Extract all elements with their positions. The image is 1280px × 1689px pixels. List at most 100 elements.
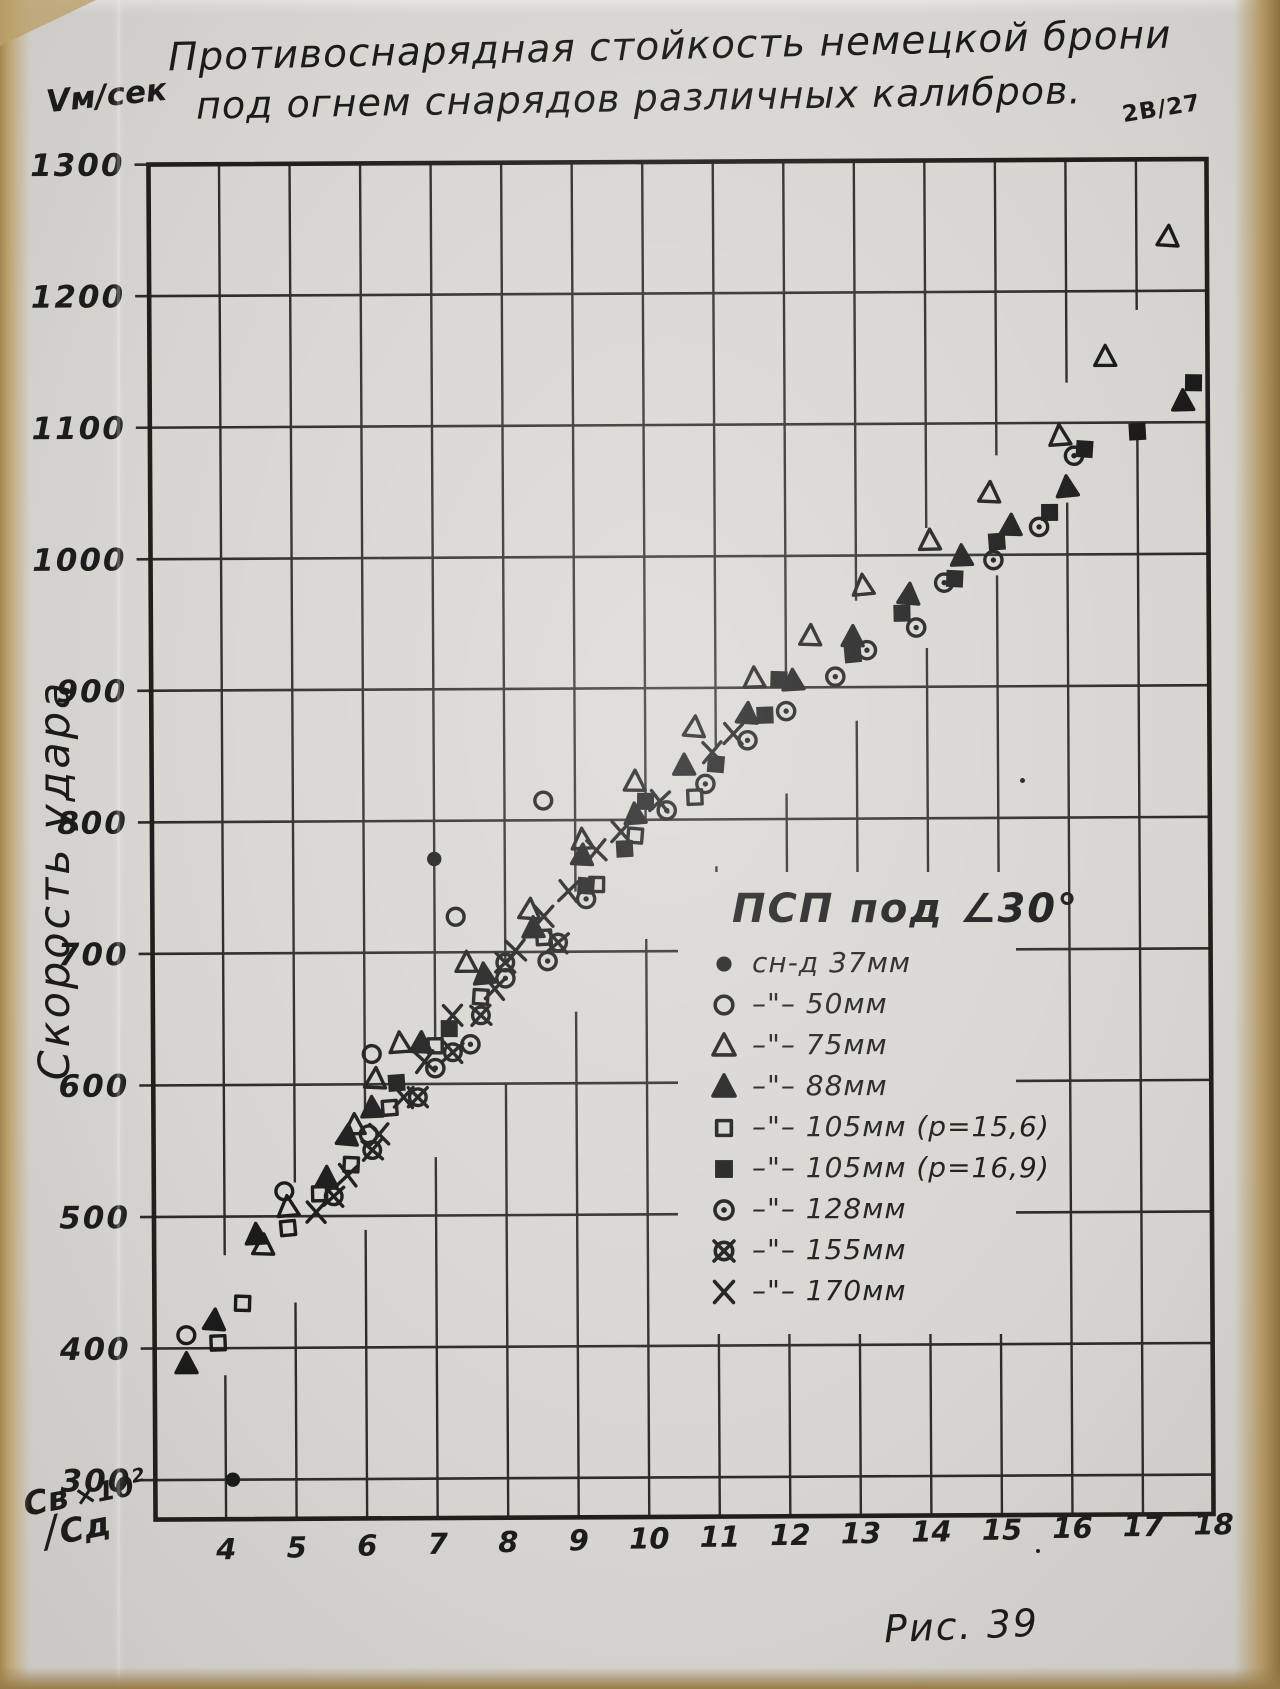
grid-line-y [140,1341,1213,1350]
legend-item: –"– 170мм [704,1270,1016,1311]
circle-x-marker [712,1238,736,1263]
filled-square-marker [1184,374,1203,392]
x-tick-label: 10 [629,1521,670,1555]
x-tick-label: 8 [498,1525,518,1559]
legend-item: –"– 75мм [704,1024,1016,1065]
y-axis-title: Скорость удара [30,679,80,1081]
open-triangle-marker [742,665,767,690]
grid-line-y [135,289,1208,298]
filled-triangle-marker [949,543,975,567]
y-tick-label: 700 [58,937,129,973]
grid-line-x [288,163,298,1519]
ink-speck [1036,1549,1040,1553]
plot-border [146,156,1216,1522]
x-cross-marker [483,976,507,1002]
legend-item: –"– 88мм [704,1065,1016,1106]
x-cross-icon [712,1279,736,1304]
grid-line-y [139,1078,1212,1087]
x-cross-marker [533,904,555,929]
x-cross-marker [610,819,632,844]
filled-triangle-marker [896,581,921,606]
y-tick-label: 1300 [30,148,124,184]
y-tick-label: 300 [61,1463,132,1499]
legend-item-label: –"– 75мм [752,1028,888,1061]
filled-square-marker [636,792,655,810]
circle-dot-marker [1063,445,1085,467]
open-triangle-marker [388,1030,413,1055]
y-tick-label: 400 [59,1332,131,1368]
x-tick-label: 5 [287,1530,307,1564]
open-triangle-marker [851,572,876,597]
y-tick-label: 800 [57,805,128,841]
open-square-marker [233,1294,252,1313]
filled-square-marker [440,1020,458,1038]
grid-line-y [141,1473,1214,1482]
grid-line-x [429,163,439,1519]
legend-item-label: –"– 88мм [752,1069,888,1102]
circle-dot-marker [737,729,758,751]
filled-triangle-marker [334,1122,359,1147]
circle-dot-icon [713,1198,735,1221]
open-square-marker [278,1218,298,1238]
legend-item: –"– 105мм (p=15,6) [704,1106,1049,1147]
legend-item-label: –"– 155мм [752,1233,907,1266]
circle-dot-marker [575,888,597,910]
filled-triangle-marker [472,961,498,986]
legend-item: сн-д 37мм [704,942,1016,983]
grid-line-y [137,815,1210,824]
filled-square-marker [615,839,634,858]
grid-line-y [138,947,1211,956]
circle-dot-marker [713,1198,735,1221]
filled-triangle-marker [1171,388,1196,412]
open-triangle-marker [681,714,706,739]
figure-caption: Рис. 39 [883,1600,1040,1652]
open-square-marker [685,788,704,807]
x-tick-label: 12 [770,1518,811,1552]
grid-line-x [1064,159,1074,1515]
grid-line-x [358,163,369,1519]
open-triangle-marker [362,1065,388,1090]
x-cross-marker [557,878,580,904]
open-square-marker [209,1333,228,1352]
filled-square-marker [1041,503,1059,521]
open-triangle-marker [797,622,823,647]
grid-line-y [137,683,1210,693]
filled-triangle-marker [201,1307,227,1332]
ink-speck [1020,778,1025,783]
filled-triangle-marker [174,1350,199,1375]
legend-rows: сн-д 37мм –"– 50мм –"– 75мм –"– 88мм –"– 105… [704,942,1049,1311]
grid-line-y [135,420,1208,430]
filled-square-marker [1075,440,1094,459]
filled-triangle-marker [781,667,806,692]
x-cross-marker [441,1003,464,1028]
circle-dot-marker [905,617,927,638]
y-tick-label: 1000 [32,542,126,578]
circle-x-marker [441,1040,465,1065]
circle-x-icon [712,1238,736,1263]
series-75-мм [250,223,1180,1256]
x-tick-label: 14 [911,1514,952,1548]
filled-square-marker [893,604,911,622]
x-cross-marker [392,1085,415,1110]
legend-item-label: –"– 50мм [752,987,888,1020]
x-tick-label: 11 [700,1520,741,1554]
open-circle-marker [176,1325,197,1346]
filled-square-marker [987,532,1006,551]
x-tick-label: 4 [215,1532,236,1566]
open-square-marker [380,1098,399,1118]
open-circle-icon [713,993,735,1016]
filled-square-marker [387,1073,406,1092]
legend-item-label: –"– 105мм (p=16,9) [752,1151,1050,1184]
x-cross-marker [305,1200,327,1224]
filled-triangle-icon [711,1072,737,1098]
circle-dot-marker [1028,516,1050,538]
grid-line-x [1134,159,1145,1515]
legend-header: ПСП под ∠30° [732,886,1080,932]
circle-x-marker [469,1003,493,1028]
series-170-мм [305,721,745,1224]
open-triangle-marker [976,479,1002,504]
filled-square-marker [756,706,774,725]
series-105-мм-p-15-6- [209,788,704,1352]
x-cross-marker [504,938,528,964]
x-tick-label: 9 [569,1523,589,1557]
